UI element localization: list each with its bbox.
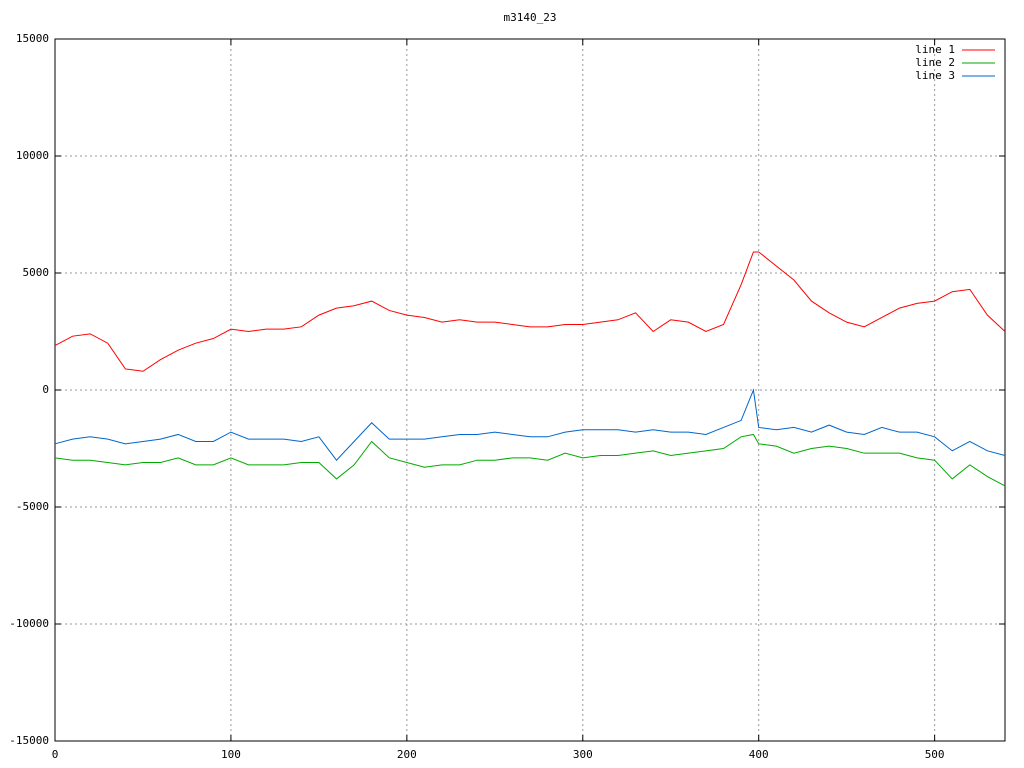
y-tick-label: -10000 [9, 617, 49, 630]
y-tick-label: -5000 [16, 500, 49, 513]
data-line [54, 433, 1006, 487]
x-tick-label: 500 [925, 748, 945, 761]
plot-border [54, 38, 1006, 742]
x-tick-label: 100 [221, 748, 241, 761]
legend-label: line 2 [915, 56, 955, 69]
y-tick-label: 5000 [23, 266, 50, 279]
y-tick-label: 15000 [16, 32, 49, 45]
chart-title: m3140_23 [504, 11, 557, 24]
legend-label: line 3 [915, 69, 955, 82]
x-tick-label: 0 [52, 748, 59, 761]
y-tick-label: 0 [42, 383, 49, 396]
data-line [54, 388, 1006, 461]
x-tick-label: 200 [397, 748, 417, 761]
x-tick-label: 400 [749, 748, 769, 761]
data-line [54, 251, 1006, 372]
legend-label: line 1 [915, 43, 955, 56]
x-tick-label: 300 [573, 748, 593, 761]
y-tick-label: -15000 [9, 734, 49, 747]
y-tick-label: 10000 [16, 149, 49, 162]
